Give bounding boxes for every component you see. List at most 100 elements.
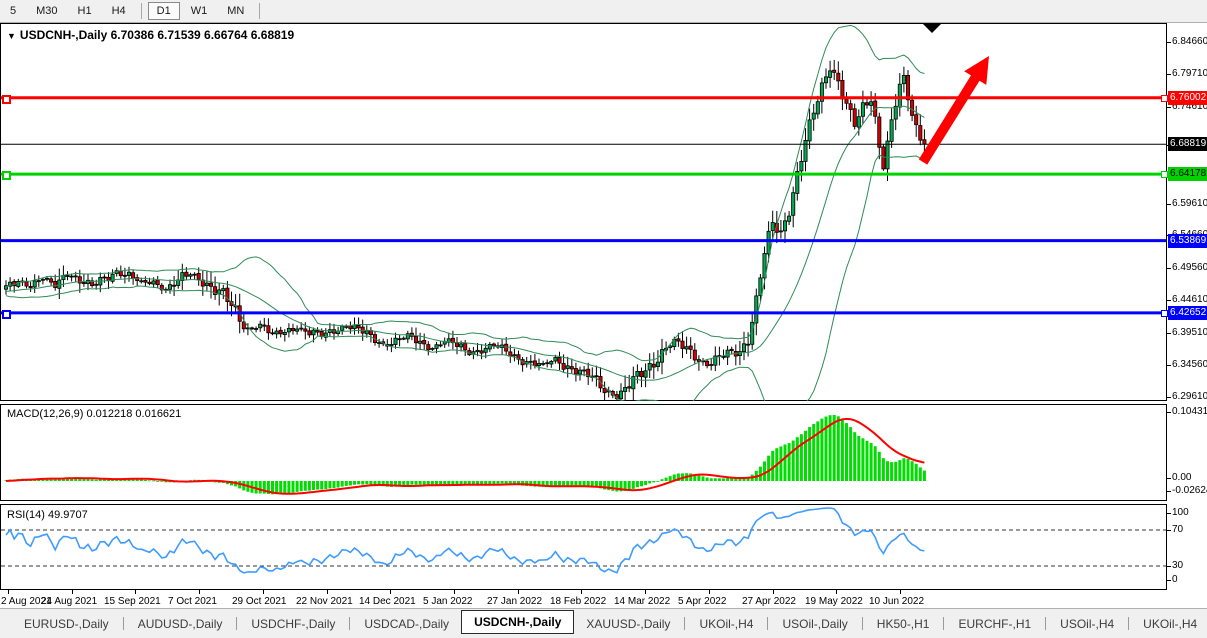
trend-arrow-annotation[interactable]	[918, 56, 989, 165]
date-label: 14 Dec 2021	[359, 596, 416, 607]
chart-tab-hk50-h1[interactable]: HK50-,H1	[876, 616, 930, 631]
tab-separator	[684, 617, 686, 630]
chart-tab-ukoil-h4[interactable]: UKOil-,H4	[1143, 616, 1198, 631]
macd-axis--0.026249: -0.026249	[1166, 485, 1207, 497]
rsi-label: RSI(14) 49.9707	[7, 509, 88, 521]
price-tick-6.39510: 6.39510	[1166, 327, 1207, 338]
tab-separator	[767, 617, 769, 630]
date-label: 5 Apr 2022	[678, 596, 727, 607]
timeframe-button-mn[interactable]: MN	[227, 5, 245, 17]
tab-separator	[349, 617, 351, 630]
date-tick	[709, 590, 710, 594]
candlesticks	[4, 60, 927, 401]
price-badge-6.76002: 6.76002	[1168, 91, 1207, 105]
rsi-axis-0: 0	[1167, 574, 1178, 585]
macd-axis-0.104313: 0.104313	[1167, 406, 1207, 418]
timeframe-button-h1[interactable]: H1	[77, 5, 92, 17]
date-label: 27 Jan 2022	[487, 596, 543, 607]
price-tick-6.74610: 6.74610	[1166, 101, 1207, 112]
date-label: 18 Feb 2022	[550, 596, 607, 607]
price-tick-6.29610: 6.29610	[1166, 391, 1207, 402]
date-tick	[72, 590, 73, 594]
date-tick	[518, 590, 519, 594]
chart-tab-usdcad-daily[interactable]: USDCAD-,Daily	[364, 616, 450, 631]
price-tick-6.59610: 6.59610	[1166, 198, 1207, 209]
tab-separator	[236, 617, 238, 630]
price-tick-6.44610: 6.44610	[1166, 294, 1207, 305]
date-label: 19 May 2022	[805, 596, 863, 607]
axis-line-marker[interactable]	[1161, 310, 1168, 317]
timeframe-button-5[interactable]: 5	[10, 5, 17, 17]
chart-tab-eurchf-h1[interactable]: EURCHF-,H1	[958, 616, 1032, 631]
chart-tab-usoil-h4[interactable]: USOil-,H4	[1060, 616, 1115, 631]
chart-symbol-label: USDCNH-,Daily	[19, 28, 108, 42]
chart-tab-usdchf-daily[interactable]: USDCHF-,Daily	[251, 616, 336, 631]
timeframe-button-d1[interactable]: D1	[147, 2, 180, 20]
date-tick	[199, 590, 200, 594]
chart-tab-xauusd-daily[interactable]: XAUUSD-,Daily	[586, 616, 671, 631]
date-label: 10 Jun 2022	[869, 596, 925, 607]
chart-tab-ukoil-h4[interactable]: UKOil-,H4	[699, 616, 754, 631]
date-tick	[773, 590, 774, 594]
date-tick	[8, 590, 9, 594]
date-tick	[454, 590, 455, 594]
price-tick-6.79710: 6.79710	[1166, 68, 1207, 79]
chart-tab-bar: EURUSD-,Daily AUDUSD-,Daily USDCHF-,Daily U…	[0, 608, 1207, 638]
rsi-line	[5, 507, 925, 574]
macd-panel-canvas[interactable]	[0, 404, 1167, 501]
date-tick	[645, 590, 646, 594]
date-tick	[327, 590, 328, 594]
chart-title: ▼ USDCNH-,Daily 6.70386 6.71539 6.66764 6…	[7, 28, 294, 42]
date-tick	[581, 590, 582, 594]
timeframe-toolbar: 5 M30 H1 H4 D1 W1 MN	[0, 0, 1207, 23]
tab-separator	[861, 617, 863, 630]
price-badge-6.64178: 6.64178	[1168, 167, 1207, 181]
date-tick	[390, 590, 391, 594]
price-badge-6.53869: 6.53869	[1168, 234, 1207, 248]
timeframe-button-w1[interactable]: W1	[190, 5, 208, 17]
timeframe-button-m30[interactable]: M30	[36, 5, 58, 17]
tab-separator	[1045, 617, 1047, 630]
date-tick	[135, 590, 136, 594]
bollinger-lower-band	[5, 154, 925, 401]
price-tick-6.34560: 6.34560	[1166, 359, 1207, 370]
hline-drag-marker[interactable]	[2, 171, 11, 180]
hline-drag-marker[interactable]	[2, 95, 11, 104]
date-label: 27 Apr 2022	[742, 596, 796, 607]
date-label: 15 Sep 2021	[104, 596, 161, 607]
date-label: 2 Aug 2021	[1, 596, 52, 607]
toolbar-separator	[140, 3, 142, 19]
bollinger-middle-band	[5, 105, 925, 381]
chart-tab-eurusd-daily[interactable]: EURUSD-,Daily	[24, 616, 109, 631]
date-tick	[263, 590, 264, 594]
chart-tab-audusd-daily[interactable]: AUDUSD-,Daily	[137, 616, 223, 631]
date-label: 5 Jan 2022	[423, 596, 473, 607]
timeframe-button-h4[interactable]: H4	[111, 5, 126, 17]
date-tick	[900, 590, 901, 594]
date-label: 24 Aug 2021	[41, 596, 98, 607]
date-label: 7 Oct 2021	[168, 596, 217, 607]
macd-signal-line	[5, 417, 925, 495]
tab-separator	[122, 617, 124, 630]
toolbar-separator	[259, 3, 261, 19]
rsi-axis-70: 70	[1166, 524, 1184, 535]
date-label: 14 Mar 2022	[614, 596, 671, 607]
hline-drag-marker[interactable]	[2, 310, 11, 319]
macd-label: MACD(12,26,9) 0.012218 0.016621	[7, 408, 182, 420]
price-badge-6.68819: 6.68819	[1168, 137, 1207, 151]
rsi-panel-canvas[interactable]	[0, 504, 1167, 590]
main-chart-canvas[interactable]	[0, 23, 1167, 401]
sell-triangle-marker[interactable]	[923, 24, 941, 33]
price-tick-6.84660: 6.84660	[1166, 36, 1207, 47]
axis-line-marker[interactable]	[1161, 95, 1168, 102]
price-badge-6.42652: 6.42652	[1168, 306, 1207, 320]
bollinger-upper-band	[5, 24, 925, 362]
axis-line-marker[interactable]	[1161, 171, 1168, 178]
dropdown-triangle-icon[interactable]: ▼	[7, 31, 16, 41]
price-tick-6.49560: 6.49560	[1166, 262, 1207, 273]
chart-tab-usoil-daily[interactable]: USOil-,Daily	[782, 616, 848, 631]
date-label: 29 Oct 2021	[232, 596, 287, 607]
rsi-axis-100: 100	[1167, 507, 1189, 518]
macd-axis-0.00: 0.00	[1166, 472, 1192, 483]
chart-tab-usdcnh-daily[interactable]: USDCNH-,Daily	[461, 610, 575, 634]
